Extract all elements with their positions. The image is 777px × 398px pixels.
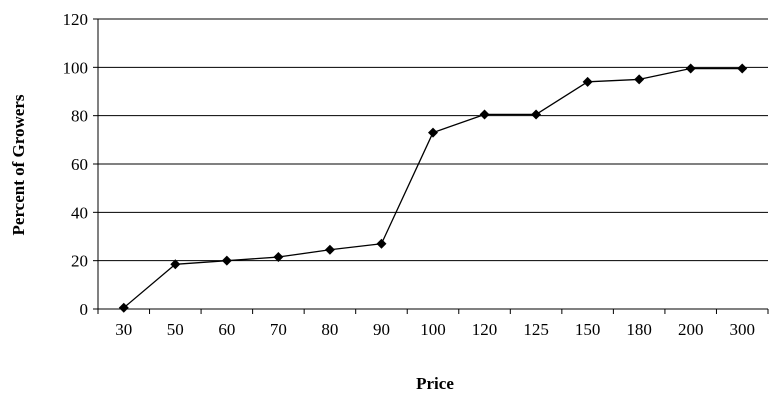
data-point-30 <box>118 302 129 313</box>
data-point-60 <box>221 255 232 266</box>
y-tick-label-60: 60 <box>71 155 88 174</box>
x-tick-label-200: 200 <box>678 320 704 339</box>
data-point-100 <box>428 127 438 138</box>
x-axis-title: Price <box>416 374 454 393</box>
y-tick-labels: 0 20 40 60 80 100 120 <box>63 10 89 319</box>
series <box>118 63 748 313</box>
y-tick-label-20: 20 <box>71 252 88 271</box>
x-tick-label-150: 150 <box>575 320 601 339</box>
y-tick-label-40: 40 <box>71 203 88 222</box>
series-line-0 <box>123 67 743 309</box>
x-tick-label-300: 300 <box>729 320 755 339</box>
data-point-125 <box>531 109 542 120</box>
x-tick-label-180: 180 <box>626 320 652 339</box>
data-point-300 <box>737 63 748 74</box>
axes <box>93 18 769 314</box>
data-point-70 <box>273 252 284 263</box>
x-tick-label-60: 60 <box>218 320 235 339</box>
data-point-50 <box>170 259 181 270</box>
y-tick-label-120: 120 <box>63 10 89 29</box>
data-point-90 <box>376 238 387 249</box>
data-point-150 <box>582 76 593 87</box>
x-tick-labels: 30 50 60 70 80 90 100 120 125 150 180 200 300 <box>115 320 755 339</box>
y-tick-label-80: 80 <box>71 107 88 126</box>
x-tick-label-100: 100 <box>420 320 446 339</box>
data-point-180 <box>634 74 645 85</box>
x-tick-label-125: 125 <box>523 320 549 339</box>
data-point-200 <box>685 63 696 74</box>
x-tick-label-80: 80 <box>321 320 338 339</box>
x-tick-label-50: 50 <box>167 320 184 339</box>
y-tick-label-0: 0 <box>80 300 89 319</box>
x-tick-label-30: 30 <box>115 320 132 339</box>
gridlines <box>98 18 768 262</box>
data-point-120 <box>479 109 490 120</box>
x-tick-label-120: 120 <box>472 320 498 339</box>
data-point-80 <box>324 244 335 255</box>
x-tick-label-70: 70 <box>270 320 287 339</box>
x-tick-label-90: 90 <box>373 320 390 339</box>
y-axis-title: Percent of Growers <box>9 94 28 235</box>
y-tick-label-100: 100 <box>63 58 89 77</box>
